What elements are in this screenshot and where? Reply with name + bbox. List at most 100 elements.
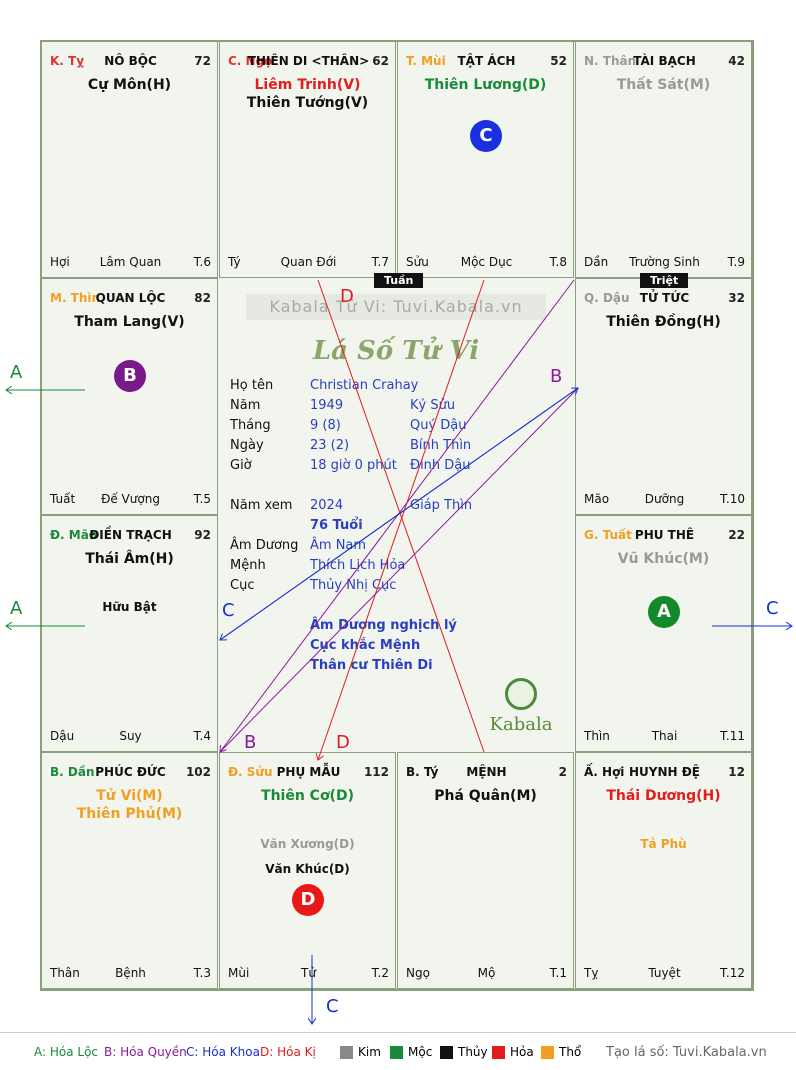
- legend-hoa: Hỏa: [510, 1045, 534, 1059]
- palace-cell[interactable]: G. Tuất PHU THÊ 22 Vũ Khúc(M) Thìn Thai T.11: [575, 515, 752, 752]
- info-key: Mệnh: [230, 558, 266, 573]
- palace-can: Q. Dậu: [584, 291, 630, 305]
- palace-cell[interactable]: N. Thân TÀI BẠCH 42 Thất Sát(M) Dần Trường Si…: [575, 41, 752, 278]
- palace-number: 72: [194, 54, 211, 68]
- major-stars: Tham Lang(V): [42, 313, 217, 331]
- palace-cell[interactable]: B. Dần PHÚC ĐỨC 102 Tử Vi(M) Thiên Phủ(M) Thâ…: [41, 752, 218, 989]
- legend-moc: Mộc: [408, 1045, 433, 1059]
- info-value: Thích Lịch Hỏa: [310, 558, 406, 573]
- legend-c: C: Hóa Khoa: [186, 1045, 260, 1059]
- palace-name: TẬT ÁCH: [457, 54, 516, 68]
- palace-cell[interactable]: B. Tý MỆNH 2 Phá Quân(M) Ngọ Mộ T.1: [397, 752, 574, 989]
- major-stars: Cự Môn(H): [42, 76, 217, 94]
- palace-number: 102: [185, 765, 211, 779]
- major-star: Thiên Phủ(M): [76, 806, 183, 822]
- palace-footer: Mão Dưỡng T.10: [584, 492, 745, 506]
- legend-a: A: Hóa Lộc: [34, 1045, 99, 1059]
- palace-cell[interactable]: C. Ngọ THIÊN DI <THÂN> 62 Liêm Trinh(V) Thiê…: [219, 41, 396, 278]
- major-stars: Thái Dương(H): [576, 787, 751, 805]
- legend-tho: Thổ: [559, 1045, 582, 1059]
- palace-month: T.6: [193, 255, 211, 269]
- major-star: Tử Vi(M): [96, 788, 163, 804]
- palace-cell[interactable]: Ấ. Hợi HUYNH ĐỆ 12 Thái Dương(H) Tả Phù Tỵ Tuy…: [575, 752, 752, 989]
- palace-number: 12: [728, 765, 745, 779]
- minor-star: Văn Xương(D): [260, 837, 355, 851]
- legend-thuy: Thủy: [458, 1045, 488, 1059]
- major-star: Liêm Trinh(V): [254, 77, 361, 93]
- palace-can: B. Tý: [406, 765, 439, 779]
- label-c-bottom: C: [326, 996, 339, 1017]
- palace-month: T.8: [549, 255, 567, 269]
- info-key: Giờ: [230, 458, 252, 473]
- info-note: Âm Dương nghịch lý: [310, 618, 457, 633]
- palace-stage: Suy: [119, 729, 142, 743]
- major-star: Thiên Lương(D): [424, 77, 547, 93]
- major-star: Thất Sát(M): [616, 77, 711, 93]
- palace-can: Ấ. Hợi: [584, 765, 625, 779]
- info-value: 1949: [310, 398, 344, 413]
- palace-footer: Hợi Lâm Quan T.6: [50, 255, 211, 269]
- palace-can: B. Dần: [50, 765, 95, 779]
- badge-d: D: [292, 884, 324, 916]
- center-panel: Kabala Tử Vi: Tuvi.Kabala.vn Lá Số Tử Vi…: [218, 278, 574, 752]
- palace-name: NÔ BỘC: [104, 54, 157, 68]
- info-value-2: Đinh Dậu: [410, 458, 471, 473]
- swatch-hoa: [492, 1046, 505, 1059]
- palace-cell[interactable]: Đ. Sửu PHỤ MẪU 112 Thiên Cơ(D) Văn Xương(D) V…: [219, 752, 396, 989]
- major-star: Vũ Khúc(M): [617, 551, 710, 567]
- palace-stage: Quan Đới: [280, 255, 337, 269]
- palace-name: THIÊN DI <THÂN>: [247, 54, 370, 68]
- palace-month: T.2: [371, 966, 389, 980]
- info-value: 9 (8): [310, 418, 341, 433]
- legend-d: D: Hóa Kị: [260, 1045, 316, 1059]
- palace-name: PHU THÊ: [634, 528, 695, 542]
- palace-stage: Tử: [301, 966, 316, 980]
- swatch-kim: [340, 1046, 353, 1059]
- watermark: Kabala Tử Vi: Tuvi.Kabala.vn: [246, 294, 546, 320]
- palace-cell[interactable]: Đ. Mão ĐIỀN TRẠCH 92 Thái Âm(H) Hữu Bật Dậu Su…: [41, 515, 218, 752]
- palace-cell[interactable]: Q. Dậu TỬ TỨC 32 Thiên Đồng(H) Mão Dưỡng T.10: [575, 278, 752, 515]
- tuan-tag: Tuần: [374, 273, 424, 288]
- palace-can: M. Thìn: [50, 291, 101, 305]
- palace-branch: Sửu: [406, 255, 429, 269]
- site-link[interactable]: Tạo lá số: Tuvi.Kabala.vn: [606, 1045, 767, 1060]
- info-value: 76 Tuổi: [310, 518, 363, 533]
- palace-cell[interactable]: T. Mùi TẬT ÁCH 52 Thiên Lương(D) Sửu Mộc Dục T…: [397, 41, 574, 278]
- palace-branch: Dậu: [50, 729, 75, 743]
- info-key: Họ tên: [230, 378, 274, 393]
- info-key: Cục: [230, 578, 255, 593]
- palace-number: 32: [728, 291, 745, 305]
- major-stars: Thiên Cơ(D): [220, 787, 395, 805]
- palace-number: 2: [558, 765, 567, 779]
- kabala-logo: Kabala: [486, 678, 556, 735]
- triet-tag: Triệt: [640, 273, 689, 288]
- palace-number: 92: [194, 528, 211, 542]
- palace-stage: Thai: [651, 729, 678, 743]
- palace-footer: Ngọ Mộ T.1: [406, 966, 567, 980]
- badge-a: A: [648, 596, 680, 628]
- palace-can: Đ. Sửu: [228, 765, 273, 779]
- label-d-low: D: [336, 732, 350, 753]
- palace-cell[interactable]: M. Thìn QUAN LỘC 82 Tham Lang(V) Tuất Đế Vượn…: [41, 278, 218, 515]
- info-value: Âm Nam: [310, 538, 367, 553]
- palace-month: T.10: [720, 492, 745, 506]
- palace-branch: Dần: [584, 255, 609, 269]
- label-b-mid: B: [550, 366, 563, 387]
- palace-can: N. Thân: [584, 54, 637, 68]
- major-stars: Thái Âm(H): [42, 550, 217, 568]
- info-value: Thủy Nhị Cục: [310, 578, 397, 593]
- minor-star: Hữu Bật: [102, 600, 157, 614]
- palace-number: 22: [728, 528, 745, 542]
- info-value-2: Bính Thìn: [410, 438, 472, 453]
- info-value-2: Kỷ Sửu: [410, 398, 456, 413]
- major-stars: Tử Vi(M) Thiên Phủ(M): [42, 787, 217, 823]
- tree-icon: [505, 678, 537, 710]
- major-stars: Thiên Lương(D): [398, 76, 573, 94]
- info-value: Christian Crahay: [310, 378, 419, 393]
- info-value-2: Giáp Thìn: [410, 498, 473, 513]
- palace-cell[interactable]: K. Tỵ NÔ BỘC 72 Cự Môn(H) Hợi Lâm Quan T.6: [41, 41, 218, 278]
- palace-branch: Mão: [584, 492, 610, 506]
- info-key: Âm Dương: [230, 538, 299, 553]
- major-star: Phá Quân(M): [434, 788, 537, 804]
- info-key: Năm: [230, 398, 261, 413]
